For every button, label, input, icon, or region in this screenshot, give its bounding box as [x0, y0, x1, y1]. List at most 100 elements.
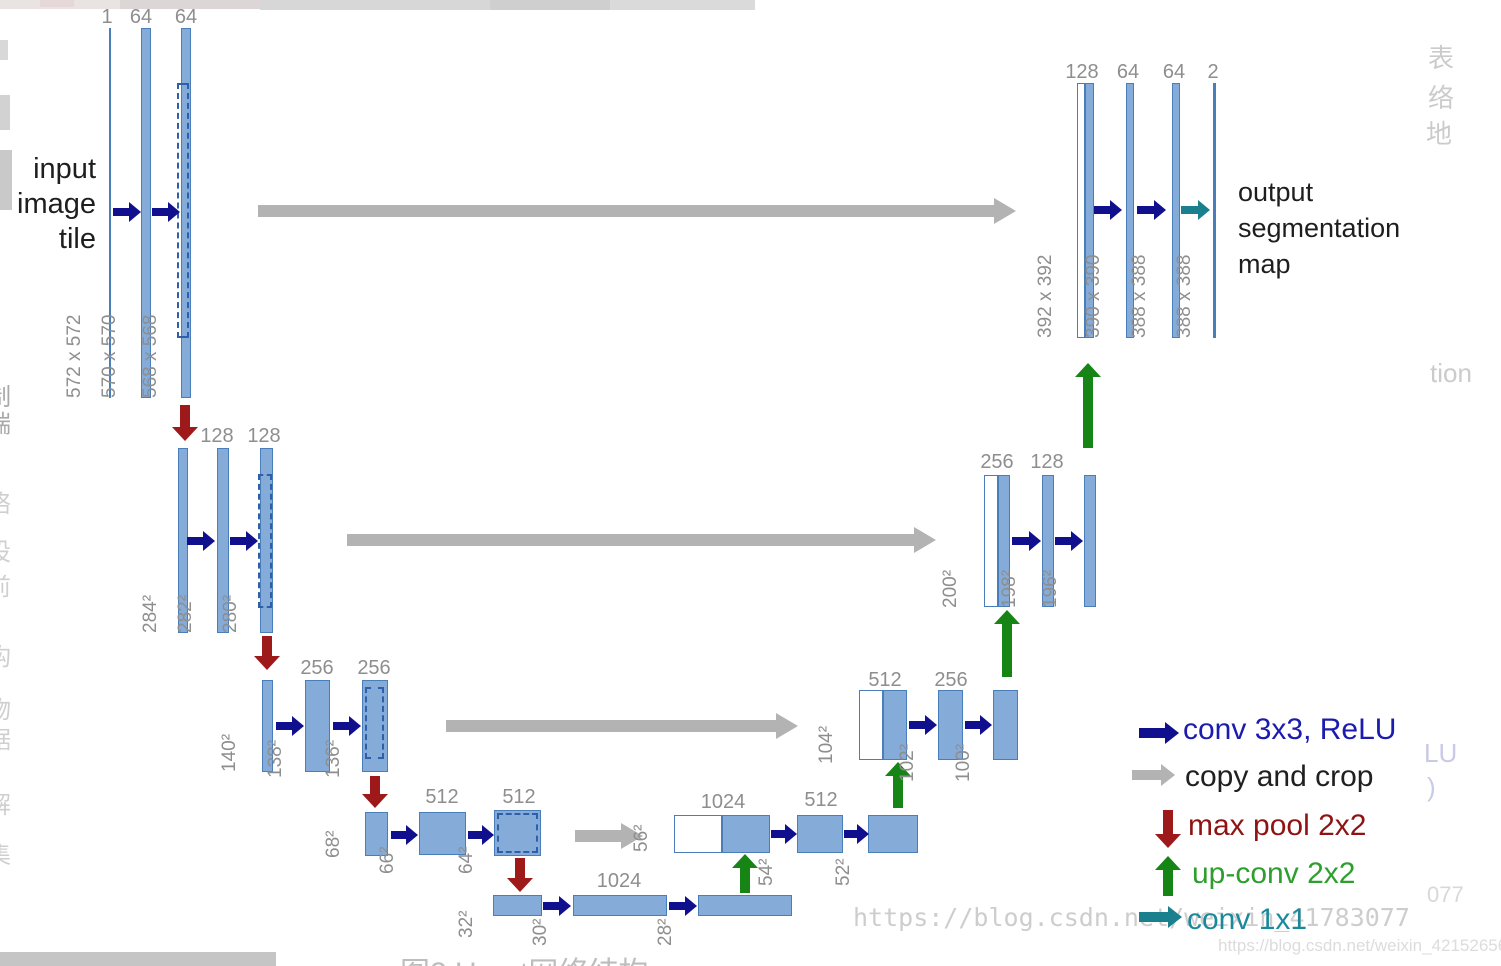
channel-label: 512 [425, 786, 459, 808]
conv-arrow-icon [152, 202, 180, 222]
size-label: 54² [756, 858, 777, 886]
watermark-side-text: 077 [1427, 882, 1464, 907]
top-strip-fragment [260, 0, 490, 10]
left-edge-fragment [0, 40, 8, 60]
size-label: 28² [655, 918, 676, 946]
top-strip-fragment [610, 0, 755, 10]
left-edge-glyph: 物 [0, 698, 11, 724]
top-strip-fragment [120, 0, 260, 9]
channel-label: 1024 [596, 870, 642, 892]
channel-label: 1024 [700, 791, 746, 813]
crop-dash-box [497, 813, 538, 853]
copy-arrow-icon [575, 823, 643, 849]
size-label: 140² [219, 733, 240, 772]
size-label: 390 x 390 [1083, 254, 1104, 338]
watermark-side-glyph: 络 [1428, 83, 1455, 113]
conv-arrow-icon [187, 531, 215, 551]
feature-map-bar [1172, 83, 1180, 338]
copied-feature-box [674, 815, 722, 853]
feature-map-bar [262, 680, 273, 772]
feature-map-bar [141, 28, 151, 398]
feature-map-bar [494, 810, 541, 856]
feature-map-bar [1126, 83, 1134, 338]
channel-label: 128 [200, 425, 234, 447]
copy-arrow-icon [258, 198, 1016, 224]
left-edge-fragment [0, 150, 12, 210]
size-label: 30² [530, 918, 551, 946]
copy-arrow-icon [1132, 764, 1175, 786]
size-label: 198² [999, 569, 1020, 608]
maxpool-arrow-icon [254, 636, 280, 670]
channel-label: 256 [980, 451, 1014, 473]
conv1x1-arrow-icon [1139, 906, 1182, 928]
watermark-url-small: https://blog.csdn.net/weixin_42152656 [1218, 936, 1501, 955]
channel-label: 1 [101, 6, 113, 28]
crop-dash-box [365, 687, 384, 759]
channel-label: 512 [868, 669, 902, 691]
feature-map-bar [109, 28, 111, 398]
size-label: 100² [953, 743, 974, 782]
conv-arrow-icon [391, 825, 418, 845]
channel-label: 64 [1162, 61, 1186, 83]
size-label: 570 x 570 [99, 314, 120, 398]
feature-map-bar [217, 448, 229, 633]
upconv-arrow-icon [732, 854, 758, 893]
watermark-side-glyph: 表 [1428, 43, 1455, 73]
conv-arrow-icon [771, 824, 797, 844]
legend-label-maxpool: max pool 2x2 [1188, 809, 1367, 842]
channel-label: 256 [934, 669, 968, 691]
output-caption: output segmentation map [1238, 177, 1401, 279]
size-label: 572 x 572 [64, 314, 85, 398]
feature-map-bar [938, 690, 963, 760]
watermark-side-text: ) [1427, 772, 1436, 802]
channel-label: 512 [804, 789, 838, 811]
channel-label: 256 [300, 657, 334, 679]
copied-feature-bar [984, 475, 998, 607]
maxpool-arrow-icon [1155, 810, 1181, 848]
size-label: 52² [833, 858, 854, 886]
left-edge-glyph: 设 [0, 540, 11, 566]
upconv-arrow-icon [1075, 363, 1101, 448]
conv-arrow-icon [230, 531, 258, 551]
channel-label: 64 [1116, 61, 1140, 83]
left-edge-glyph: 构 [0, 645, 11, 671]
channel-label: 256 [357, 657, 391, 679]
feature-map-bar [1085, 83, 1094, 338]
upconv-arrow-icon [885, 762, 911, 808]
conv-arrow-icon [909, 715, 937, 735]
left-edge-glyph: 集 [0, 843, 11, 869]
channel-label: 128 [1065, 61, 1099, 83]
left-edge-glyph: 前 [0, 575, 11, 601]
maxpool-arrow-icon [507, 858, 533, 892]
feature-map-bar [797, 815, 843, 853]
channel-label: 128 [1030, 451, 1064, 473]
left-edge-fragment [0, 95, 10, 130]
feature-map-bar [260, 448, 273, 633]
conv-arrow-icon [543, 896, 571, 916]
left-edge-glyph: 制 [0, 385, 11, 411]
size-label: 102² [897, 743, 918, 782]
watermark-url-large: https://blog.csdn.net/weixin_41783077 [853, 903, 1410, 932]
size-label: 568 x 568 [140, 314, 161, 398]
legend-label-conv3x3: conv 3x3, ReLU [1183, 713, 1397, 746]
size-label: 138² [265, 739, 286, 778]
size-label: 388 x 388 [1129, 254, 1150, 338]
conv-arrow-icon [1094, 200, 1122, 220]
feature-map-bar [419, 812, 466, 855]
conv-arrow-icon [333, 716, 361, 736]
channel-label: 64 [174, 6, 198, 28]
size-label: 64² [456, 846, 477, 874]
feature-map-bar [365, 812, 388, 856]
size-label: 56² [631, 824, 652, 852]
conv-arrow-icon [276, 716, 304, 736]
feature-map-bar [993, 690, 1018, 760]
size-label: 136² [323, 739, 344, 778]
conv-arrow-icon [1055, 531, 1083, 551]
size-label: 196² [1040, 569, 1061, 608]
size-label: 104² [816, 725, 837, 764]
feature-map-bar [698, 895, 792, 916]
feature-map-bar [1213, 83, 1216, 338]
copied-feature-bar [1077, 83, 1085, 338]
watermark-side-text: tion [1430, 358, 1472, 388]
feature-map-bar [493, 895, 542, 916]
